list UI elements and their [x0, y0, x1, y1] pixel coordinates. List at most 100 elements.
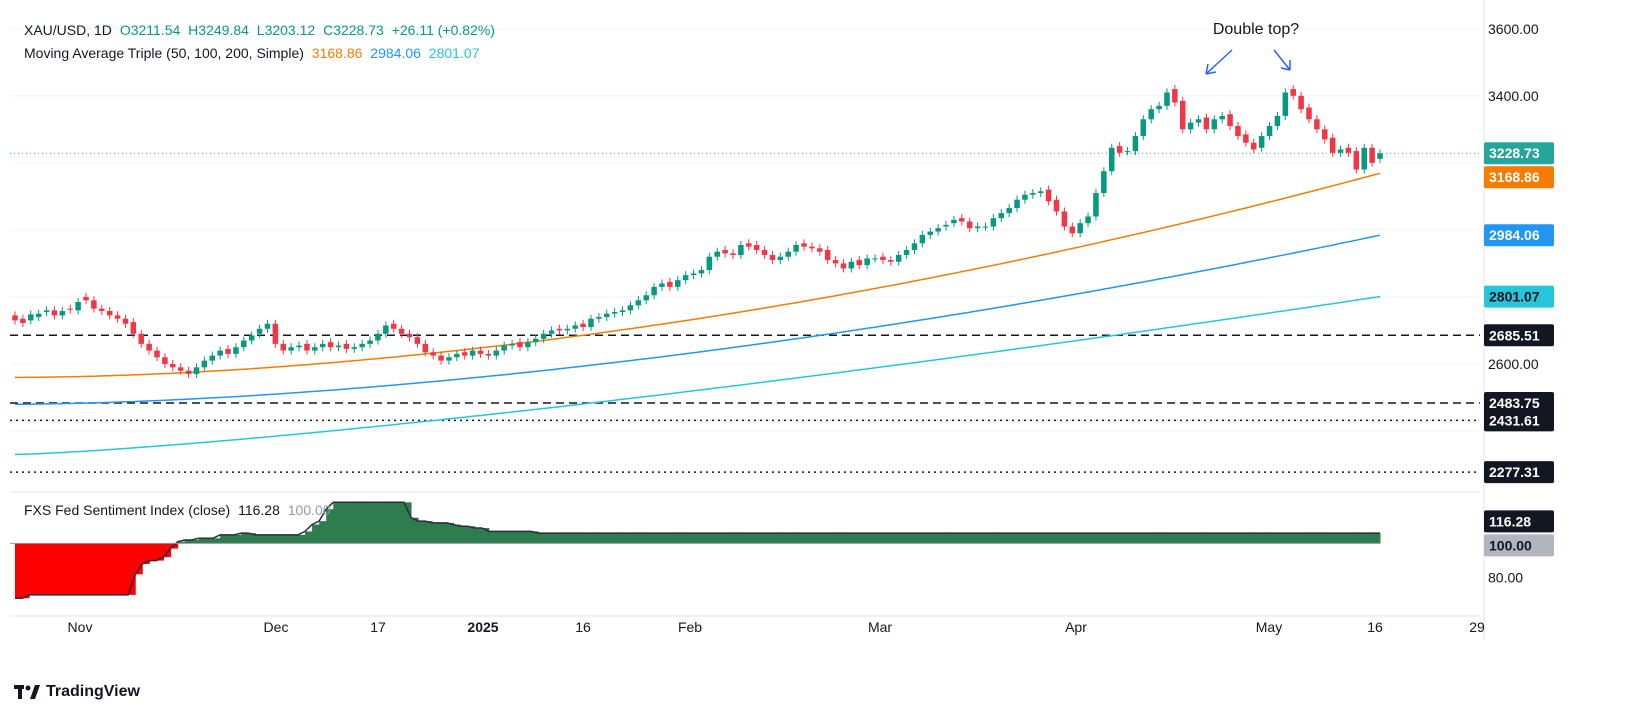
candle-body	[1337, 149, 1344, 153]
arrow-left	[1205, 49, 1233, 75]
candle	[319, 339, 326, 352]
candle	[114, 311, 121, 323]
price-tick-label: 2600.00	[1488, 356, 1539, 372]
sentiment-bar	[1174, 533, 1183, 544]
candle	[903, 245, 910, 260]
candle	[43, 306, 50, 317]
badge-label: 2685.51	[1489, 327, 1540, 343]
candle	[817, 244, 823, 256]
brand-name: TradingView	[46, 683, 140, 700]
sentiment-bar	[708, 533, 716, 544]
candle-body	[509, 343, 515, 346]
candle-body	[990, 218, 997, 227]
time-tick-label: Feb	[678, 619, 702, 635]
candle	[604, 309, 610, 322]
sentiment-bar	[531, 531, 539, 544]
sentiment-bar	[128, 543, 136, 595]
candle-body	[769, 255, 776, 261]
sentiment-bar	[701, 533, 709, 544]
sentiment-bar	[1075, 533, 1084, 544]
indicator-title[interactable]: FXS Fed Sentiment Index (close)	[24, 502, 231, 518]
candle-body	[177, 367, 184, 371]
sentiment-bar	[743, 533, 752, 544]
candle	[1322, 125, 1328, 144]
candle-body	[1290, 89, 1296, 96]
candle	[185, 366, 192, 379]
candle	[248, 331, 255, 345]
grid	[10, 0, 1485, 640]
high-value: H3249.84	[188, 22, 249, 38]
candle	[367, 336, 373, 348]
candle	[233, 343, 239, 358]
candle-body	[319, 343, 326, 348]
price-badge: 3228.73	[1484, 142, 1554, 165]
sentiment-bar	[375, 502, 384, 544]
candle	[335, 341, 342, 352]
sentiment-bar	[368, 502, 377, 544]
candle	[1250, 138, 1257, 154]
candle	[722, 245, 728, 258]
time-tick-label: 17	[370, 619, 386, 635]
tradingview-logo[interactable]: TradingView	[14, 683, 140, 701]
sentiment-bar	[432, 522, 440, 544]
candle-body	[1377, 153, 1383, 159]
badge-label: 116.28	[1489, 513, 1531, 529]
ma-title[interactable]: Moving Average Triple (50, 100, 200, Sim…	[24, 45, 304, 61]
arrow-right	[1273, 49, 1291, 71]
candle-body	[327, 342, 334, 348]
candle-body	[1361, 147, 1367, 170]
candle	[469, 346, 476, 360]
symbol-label[interactable]: XAU/USD, 1D	[24, 22, 112, 38]
sentiment-bar	[1047, 533, 1056, 544]
sentiment-bar	[1139, 533, 1148, 544]
sentiment-bar	[510, 531, 518, 544]
candle	[1172, 85, 1178, 107]
sentiment-bar	[411, 517, 419, 544]
sentiment-bar	[955, 533, 964, 544]
candle-body	[580, 323, 586, 328]
candle-body	[288, 347, 294, 351]
badge-label: 3228.73	[1489, 145, 1540, 161]
candle	[422, 339, 429, 357]
sentiment-bar	[891, 533, 900, 544]
candle-body	[848, 261, 855, 269]
candle	[532, 334, 539, 347]
sentiment-bar	[106, 543, 115, 595]
ma-legend: Moving Average Triple (50, 100, 200, Sim…	[24, 45, 483, 61]
sentiment-bar	[545, 533, 554, 544]
sentiment-bar	[757, 533, 766, 544]
candle	[193, 363, 200, 379]
candle-body	[367, 340, 373, 344]
candle	[256, 324, 263, 338]
sentiment-bar	[50, 543, 58, 595]
candle	[1045, 185, 1052, 206]
candle-body	[51, 310, 58, 316]
sentiment-bar	[1238, 533, 1247, 544]
candle-body	[824, 250, 831, 261]
candle	[383, 321, 389, 338]
sentiment-bar	[297, 534, 306, 544]
sentiment-bar	[1337, 533, 1346, 544]
candle	[1314, 115, 1320, 134]
candle-body	[1101, 171, 1107, 194]
sentiment-bar	[149, 543, 157, 561]
candle	[1187, 118, 1194, 134]
candle	[438, 351, 444, 365]
candle-body	[935, 228, 941, 232]
candle	[446, 353, 452, 365]
sentiment-bar	[205, 538, 214, 544]
candle-body	[659, 283, 665, 287]
horizontal-levels	[10, 152, 1480, 473]
candle	[1014, 195, 1020, 213]
candle	[106, 306, 113, 320]
candle-body	[312, 347, 318, 351]
sentiment-bar	[354, 502, 363, 544]
candle-body	[28, 314, 34, 321]
candle-body	[383, 325, 389, 334]
candle	[651, 282, 657, 300]
badge-box	[1484, 166, 1554, 189]
candle-body	[517, 342, 523, 348]
candle	[1140, 115, 1147, 141]
candle	[698, 266, 705, 278]
